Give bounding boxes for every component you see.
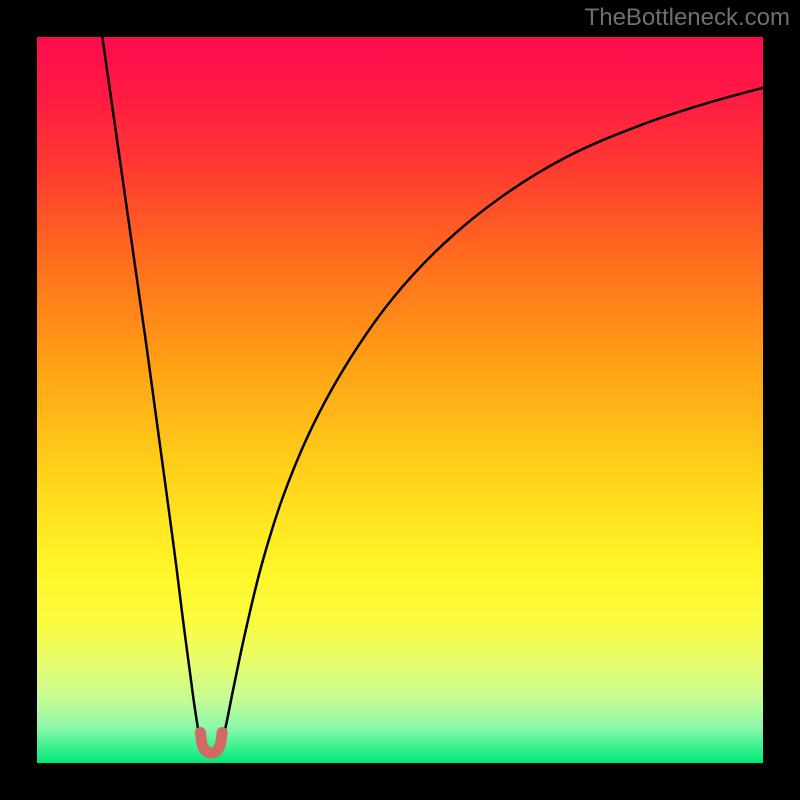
stage: TheBottleneck.com [0, 0, 800, 800]
plot-svg [37, 37, 763, 763]
plot-area [37, 37, 763, 763]
watermark-text: TheBottleneck.com [585, 4, 790, 32]
gradient-fill [37, 37, 763, 763]
